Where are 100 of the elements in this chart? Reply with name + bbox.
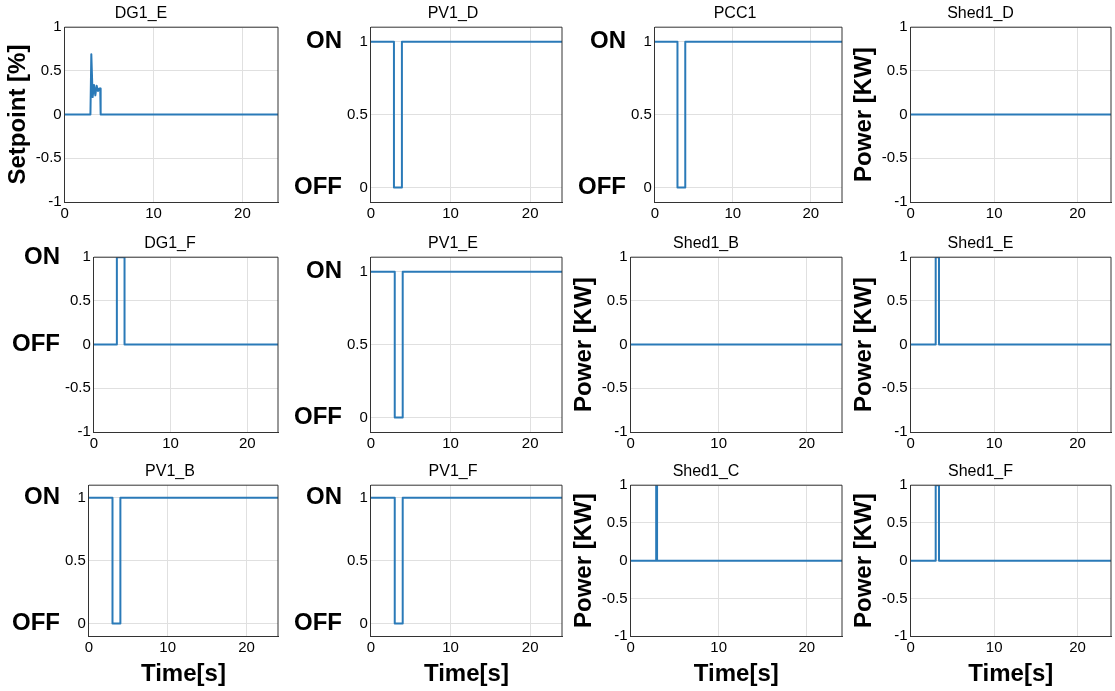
- text: OFF: [578, 172, 626, 200]
- x-tick-label: 10: [985, 434, 1003, 452]
- x-tick-label: 20: [1069, 204, 1086, 222]
- y-tick-label: 1: [359, 261, 368, 279]
- x-axis-title: Time[s]: [423, 659, 509, 687]
- chart-title: Shed1_E: [947, 234, 1014, 253]
- y-tick-label: 0.5: [40, 61, 62, 79]
- text: ON: [590, 26, 626, 54]
- x-tick-label: 10: [985, 204, 1003, 222]
- y-tick-label: -0.5: [881, 588, 908, 606]
- y-tick-label: -0.5: [601, 378, 628, 396]
- text: ON: [306, 256, 342, 284]
- y-tick-label: 0.5: [69, 291, 91, 309]
- y-tick-label: -1: [48, 192, 62, 210]
- y-tick-label: 0: [643, 177, 652, 195]
- y-tick-label: 1: [643, 31, 652, 49]
- y-tick-label: 0.5: [346, 334, 368, 352]
- y-tick-label: -1: [614, 626, 628, 644]
- x-tick-label: 10: [162, 434, 179, 452]
- y-tick-label: 1: [359, 31, 368, 49]
- text: OFF: [12, 608, 60, 636]
- chart-title: DG1_E: [114, 4, 168, 23]
- y-tick-label: 0.5: [886, 291, 908, 309]
- x-tick-label: 20: [521, 204, 539, 222]
- x-tick-label: 20: [802, 204, 820, 222]
- x-tick-label: 20: [1069, 434, 1086, 452]
- x-axis-title: Time[s]: [693, 659, 779, 687]
- text: OFF: [294, 402, 342, 430]
- chart-title: DG1_F: [144, 234, 197, 253]
- y-tick-label: -1: [614, 422, 628, 440]
- y-tick-label: 1: [899, 247, 908, 265]
- y-tick-label: 0.5: [606, 291, 628, 309]
- y-axis-title: Setpoint [%]: [3, 44, 31, 185]
- y-tick-label: 0: [82, 334, 91, 352]
- x-tick-label: 20: [238, 638, 255, 656]
- y-tick-label: 0.5: [64, 550, 86, 568]
- y-tick-label: 1: [619, 247, 628, 265]
- y-tick-label: 0.5: [346, 550, 368, 568]
- y-tick-label: 1: [899, 475, 908, 493]
- x-tick-label: 10: [442, 204, 459, 222]
- y-tick-label: 0.5: [606, 513, 628, 531]
- text: ON: [24, 482, 60, 510]
- chart-title: PCC1: [713, 4, 757, 22]
- y-tick-label: 0: [359, 613, 368, 631]
- y-tick-label: 1: [619, 475, 628, 493]
- x-tick-label: 20: [798, 638, 816, 656]
- y-tick-label: 0: [899, 550, 908, 568]
- y-tick-label: -1: [77, 422, 91, 440]
- text: OFF: [12, 329, 60, 357]
- y-tick-label: -1: [894, 192, 908, 210]
- x-tick-label: 20: [234, 204, 251, 222]
- y-tick-label: 0.5: [886, 61, 908, 79]
- chart-title: Shed1_C: [672, 462, 740, 481]
- y-tick-label: -0.5: [64, 378, 91, 396]
- x-axis-title: Time[s]: [140, 659, 226, 687]
- y-axis-title: Power [KW]: [569, 277, 597, 412]
- y-tick-label: 0: [77, 613, 86, 631]
- y-tick-label: 1: [359, 487, 368, 505]
- x-tick-label: 20: [238, 434, 256, 452]
- x-tick-label: 10: [985, 638, 1003, 656]
- text: ON: [306, 26, 342, 54]
- chart-title: PV1_B: [145, 462, 195, 481]
- y-tick-label: -0.5: [601, 588, 628, 606]
- y-tick-label: 0.5: [886, 513, 908, 531]
- x-tick-label: 20: [521, 434, 539, 452]
- y-tick-label: -1: [894, 626, 908, 644]
- y-axis-title: Power [KW]: [849, 47, 877, 182]
- x-tick-label: 10: [724, 204, 742, 222]
- y-tick-label: 0.5: [346, 104, 368, 122]
- chart-title: PV1_E: [428, 234, 478, 253]
- text: ON: [24, 241, 60, 269]
- x-tick-label: 20: [521, 638, 539, 656]
- chart-title: Shed1_B: [673, 234, 739, 253]
- y-tick-label: 1: [82, 247, 91, 265]
- y-tick-label: 0: [359, 177, 368, 195]
- x-tick-label: 20: [1069, 638, 1086, 656]
- y-tick-label: 1: [899, 17, 908, 35]
- x-tick-label: 10: [710, 638, 728, 656]
- y-tick-label: -0.5: [881, 148, 908, 166]
- x-tick-label: 10: [145, 204, 162, 222]
- chart-title: Shed1_F: [948, 462, 1014, 481]
- y-tick-label: 0: [899, 104, 908, 122]
- y-tick-label: 0.5: [630, 104, 652, 122]
- y-axis-title: Power [KW]: [849, 277, 877, 412]
- y-tick-label: -0.5: [35, 148, 62, 166]
- text: OFF: [294, 608, 342, 636]
- y-tick-label: 1: [77, 487, 86, 505]
- chart-title: PV1_D: [427, 4, 479, 23]
- y-axis-title: Power [KW]: [569, 493, 597, 629]
- y-tick-label: 0: [359, 407, 368, 425]
- y-tick-label: 0: [619, 550, 628, 568]
- x-tick-label: 10: [710, 434, 728, 452]
- chart-title: Shed1_D: [947, 4, 1014, 23]
- x-tick-label: 10: [159, 638, 177, 656]
- x-axis-title: Time[s]: [968, 659, 1054, 687]
- y-axis-title: Power [KW]: [849, 493, 877, 629]
- y-tick-label: 1: [53, 17, 62, 35]
- text: ON: [306, 482, 342, 510]
- x-tick-label: 10: [442, 434, 459, 452]
- y-tick-label: 0: [619, 334, 628, 352]
